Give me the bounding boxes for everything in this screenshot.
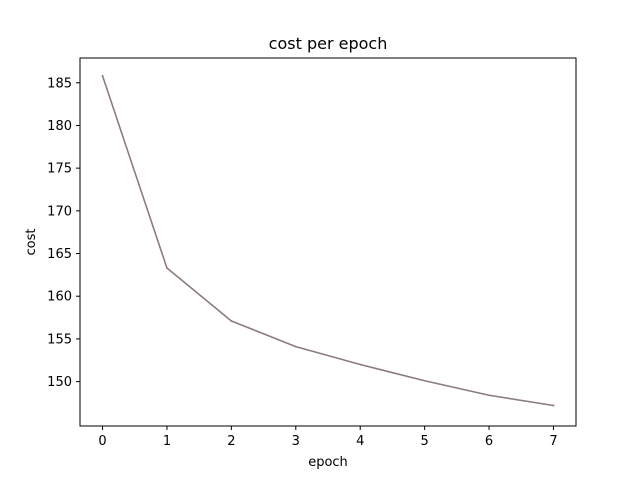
x-tick-label: 4 <box>356 434 364 449</box>
cost-data-point <box>552 404 555 407</box>
cost-data-point <box>488 394 490 397</box>
plot-area-frame <box>79 57 577 427</box>
cost-data-point <box>230 320 233 322</box>
cost-series-line <box>101 74 555 407</box>
plot-series <box>101 74 555 407</box>
cost-data-point <box>101 75 104 77</box>
y-tick-label: 175 <box>47 162 72 177</box>
x-tick-label: 3 <box>292 434 300 449</box>
y-tick-label: 185 <box>47 76 72 91</box>
x-tick-label: 0 <box>98 434 106 449</box>
y-tick-label: 170 <box>47 204 72 219</box>
y-tick-label: 180 <box>47 119 72 134</box>
chart-title: cost per epoch <box>269 34 388 53</box>
cost-data-point <box>294 345 297 348</box>
y-axis-label: cost <box>24 229 39 256</box>
x-tick-label: 5 <box>420 434 428 449</box>
cost-data-point <box>423 379 426 382</box>
x-tick-label: 1 <box>163 434 171 449</box>
x-tick-label: 6 <box>485 434 493 449</box>
axis-ticks: 0 1 2 3 4 5 6 7 150 155 160 165 170 175 180 185 <box>47 76 557 449</box>
y-tick-label: 160 <box>47 290 72 305</box>
x-axis-label: epoch <box>308 455 348 470</box>
y-tick-label: 155 <box>47 332 72 347</box>
cost-data-point <box>359 363 362 366</box>
x-tick-label: 2 <box>227 434 235 449</box>
cost-data-point <box>166 267 168 269</box>
y-tick-label: 165 <box>47 247 72 262</box>
y-tick-label: 150 <box>47 375 72 390</box>
x-tick-label: 7 <box>549 434 557 449</box>
